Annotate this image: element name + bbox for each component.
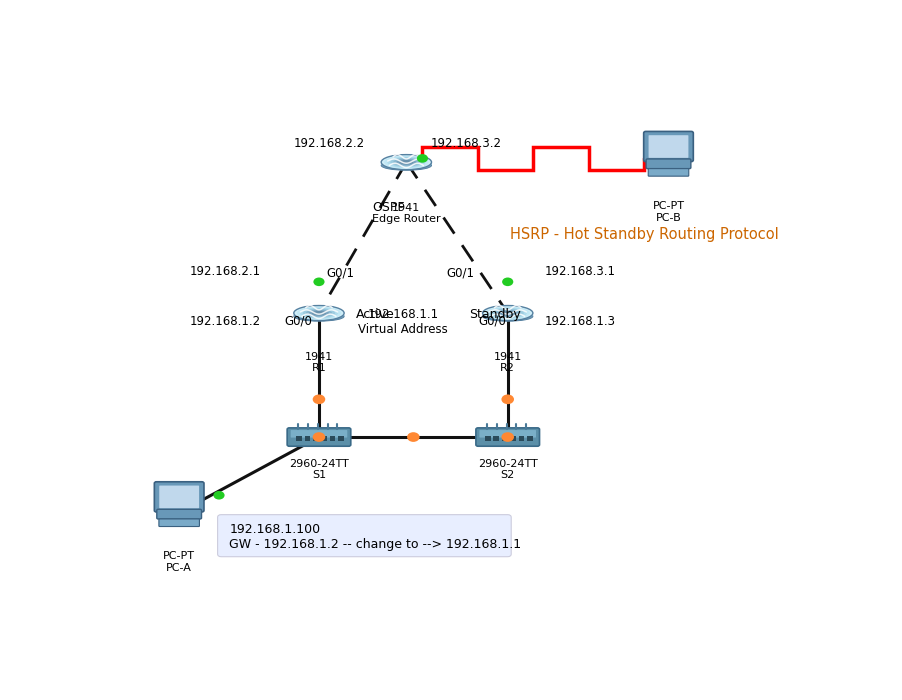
FancyBboxPatch shape — [479, 430, 536, 438]
FancyBboxPatch shape — [485, 435, 491, 441]
Ellipse shape — [382, 155, 431, 169]
Ellipse shape — [303, 308, 335, 318]
Text: G0/0: G0/0 — [478, 315, 506, 328]
Ellipse shape — [308, 310, 329, 316]
Ellipse shape — [391, 158, 422, 167]
Text: G0/1: G0/1 — [446, 266, 474, 279]
Ellipse shape — [492, 308, 524, 318]
Circle shape — [214, 491, 225, 500]
Text: Standby: Standby — [469, 308, 521, 321]
Text: 192.168.1.2: 192.168.1.2 — [189, 315, 261, 328]
Polygon shape — [294, 313, 345, 316]
Polygon shape — [483, 313, 533, 316]
Ellipse shape — [382, 160, 431, 170]
Ellipse shape — [393, 158, 419, 166]
Text: OSPF: OSPF — [373, 202, 405, 214]
Text: 1941
Edge Router: 1941 Edge Router — [372, 202, 441, 224]
FancyBboxPatch shape — [493, 435, 499, 441]
Polygon shape — [382, 162, 431, 165]
Text: 192.168.3.2: 192.168.3.2 — [431, 137, 502, 150]
Text: 2960-24TT
S2: 2960-24TT S2 — [478, 458, 538, 480]
Text: 1941
R2: 1941 R2 — [493, 352, 522, 374]
Circle shape — [502, 395, 514, 404]
FancyBboxPatch shape — [649, 135, 688, 158]
FancyBboxPatch shape — [321, 435, 327, 441]
FancyBboxPatch shape — [330, 435, 336, 441]
Text: 192.168.3.1: 192.168.3.1 — [545, 265, 616, 278]
FancyBboxPatch shape — [287, 428, 351, 446]
Text: Active: Active — [356, 308, 395, 321]
Ellipse shape — [400, 160, 413, 164]
Ellipse shape — [498, 310, 518, 316]
FancyBboxPatch shape — [157, 510, 201, 519]
Ellipse shape — [494, 309, 520, 317]
Ellipse shape — [294, 312, 345, 321]
Circle shape — [417, 154, 428, 162]
FancyBboxPatch shape — [511, 435, 516, 441]
Ellipse shape — [483, 305, 533, 321]
Ellipse shape — [306, 309, 332, 317]
Circle shape — [502, 432, 514, 442]
FancyBboxPatch shape — [217, 514, 511, 556]
Ellipse shape — [485, 307, 529, 320]
Text: PC-PT
PC-A: PC-PT PC-A — [163, 552, 195, 573]
Text: 192.168.1.3: 192.168.1.3 — [545, 315, 616, 328]
FancyBboxPatch shape — [159, 519, 199, 526]
FancyBboxPatch shape — [313, 435, 318, 441]
Circle shape — [502, 277, 513, 286]
Text: G0/1: G0/1 — [326, 266, 354, 279]
FancyBboxPatch shape — [296, 435, 302, 441]
Text: 192.168.1.1
Virtual Address: 192.168.1.1 Virtual Address — [358, 308, 447, 336]
Ellipse shape — [297, 307, 341, 320]
FancyBboxPatch shape — [502, 435, 507, 441]
Ellipse shape — [299, 307, 338, 318]
Text: HSRP - Hot Standby Routing Protocol: HSRP - Hot Standby Routing Protocol — [510, 228, 778, 242]
FancyBboxPatch shape — [527, 435, 532, 441]
FancyBboxPatch shape — [160, 486, 199, 508]
Text: 2960-24TT
S1: 2960-24TT S1 — [290, 458, 349, 480]
FancyBboxPatch shape — [154, 482, 204, 512]
Ellipse shape — [396, 159, 417, 165]
Ellipse shape — [312, 311, 326, 315]
Circle shape — [313, 432, 326, 442]
FancyBboxPatch shape — [644, 132, 694, 162]
Text: 1941
R1: 1941 R1 — [305, 352, 333, 374]
Ellipse shape — [294, 305, 345, 321]
Text: G0/0: G0/0 — [284, 315, 312, 328]
Ellipse shape — [387, 156, 426, 168]
Text: 192.168.1.100
GW - 192.168.1.2 -- change to --> 192.168.1.1: 192.168.1.100 GW - 192.168.1.2 -- change… — [229, 523, 521, 551]
Text: 192.168.2.1: 192.168.2.1 — [189, 265, 261, 278]
FancyBboxPatch shape — [290, 430, 347, 438]
Ellipse shape — [384, 155, 428, 169]
FancyBboxPatch shape — [338, 435, 344, 441]
Circle shape — [313, 395, 326, 404]
FancyBboxPatch shape — [649, 169, 689, 176]
Circle shape — [313, 277, 325, 286]
Text: PC-PT
PC-B: PC-PT PC-B — [652, 201, 685, 223]
Ellipse shape — [483, 312, 533, 321]
Ellipse shape — [501, 311, 515, 315]
FancyBboxPatch shape — [476, 428, 539, 446]
Circle shape — [407, 432, 419, 442]
FancyBboxPatch shape — [305, 435, 310, 441]
Ellipse shape — [489, 307, 527, 318]
FancyBboxPatch shape — [519, 435, 524, 441]
FancyBboxPatch shape — [646, 159, 691, 169]
Text: 192.168.2.2: 192.168.2.2 — [293, 137, 364, 150]
